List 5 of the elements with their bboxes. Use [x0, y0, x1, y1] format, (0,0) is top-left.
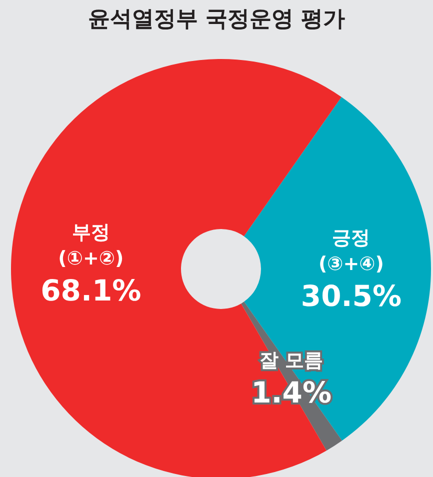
data-label: 68.1% — [40, 274, 142, 308]
slice-label: 긍정 (③+④) — [318, 226, 384, 275]
chart-title: 윤석열정부 국정운영 평가 — [86, 6, 346, 34]
slice-label: 부정 (①+②) — [58, 222, 124, 270]
data-label: 30.5% — [300, 278, 402, 313]
